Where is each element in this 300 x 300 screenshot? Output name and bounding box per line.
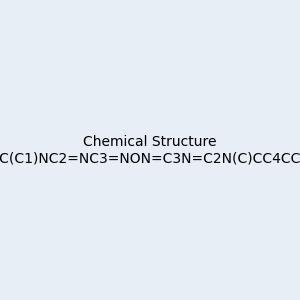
Text: Chemical Structure
C1CCC(C1)NC2=NC3=NON=C3N=C2N(C)CC4CCOCC4: Chemical Structure C1CCC(C1)NC2=NC3=NON=… bbox=[0, 135, 300, 165]
